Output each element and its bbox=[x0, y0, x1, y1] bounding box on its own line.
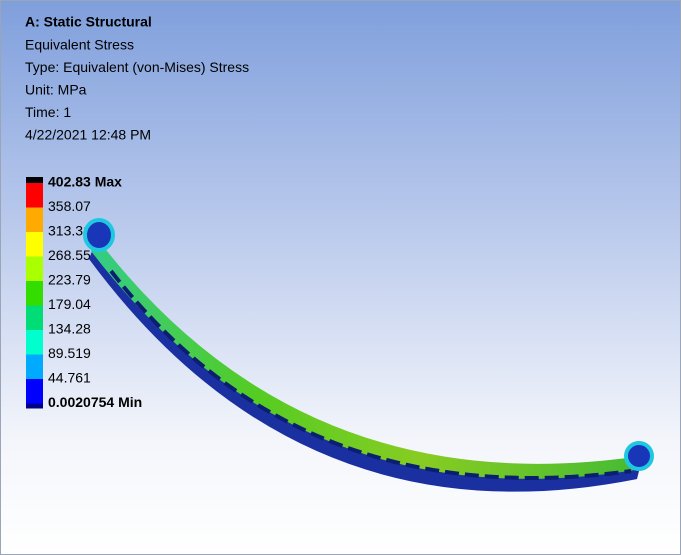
scene: A: Static Structural Equivalent Stress Ty… bbox=[1, 1, 680, 554]
legend-swatch bbox=[26, 306, 43, 331]
legend-label: 89.519 bbox=[48, 345, 91, 361]
legend-swatch bbox=[26, 257, 43, 282]
header-line: Type: Equivalent (von-Mises) Stress bbox=[25, 59, 249, 75]
legend-label: 179.04 bbox=[48, 296, 91, 312]
spring-top bbox=[91, 237, 641, 479]
legend-label: 134.28 bbox=[48, 321, 91, 337]
header-line: Unit: MPa bbox=[25, 82, 87, 98]
legend-swatch bbox=[26, 379, 43, 404]
header-line: Equivalent Stress bbox=[25, 37, 134, 53]
legend-label: 44.761 bbox=[48, 370, 91, 386]
legend-swatch bbox=[26, 281, 43, 306]
legend-label: 268.55 bbox=[48, 247, 91, 263]
legend-swatch bbox=[26, 183, 43, 208]
legend-cap bbox=[26, 404, 43, 409]
legend-cap bbox=[26, 177, 43, 183]
viewport: A: Static Structural Equivalent Stress Ty… bbox=[0, 0, 681, 555]
legend-swatch bbox=[26, 232, 43, 257]
legend-label: 358.07 bbox=[48, 198, 91, 214]
eye-right bbox=[626, 443, 652, 469]
legend-label: 223.79 bbox=[48, 272, 91, 288]
header-line: Time: 1 bbox=[25, 104, 71, 120]
header: A: Static Structural Equivalent Stress Ty… bbox=[25, 14, 249, 143]
legend-label: 0.0020754 Min bbox=[48, 394, 142, 410]
legend-swatch bbox=[26, 208, 43, 233]
legend-label: 402.83 Max bbox=[48, 174, 122, 190]
eye-left bbox=[85, 220, 113, 250]
legend-swatch bbox=[26, 355, 43, 380]
spring-model bbox=[85, 220, 652, 492]
legend-swatch bbox=[26, 330, 43, 355]
header-line: 4/22/2021 12:48 PM bbox=[25, 127, 151, 143]
header-title: A: Static Structural bbox=[25, 14, 152, 30]
